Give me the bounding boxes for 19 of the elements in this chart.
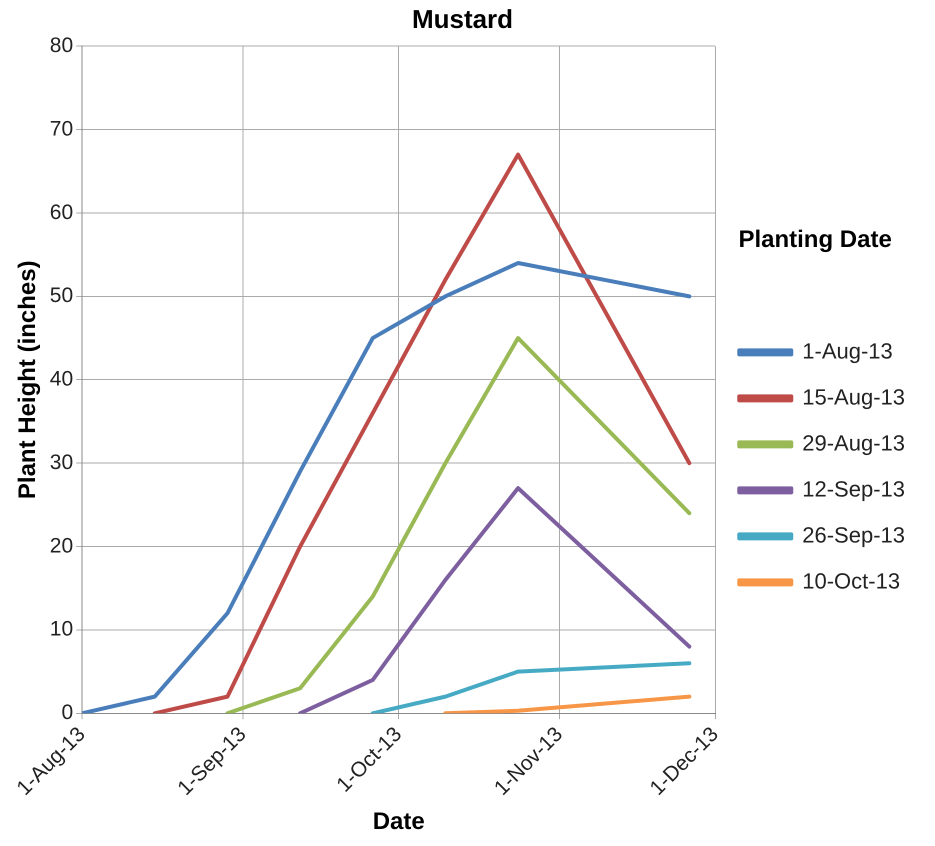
legend-label: 29-Aug-13 xyxy=(802,430,906,456)
y-tick-label: 70 xyxy=(50,117,74,140)
legend-title: Planting Date xyxy=(738,226,892,254)
x-axis-title: Date xyxy=(372,808,425,836)
y-tick-label: 40 xyxy=(50,368,74,391)
y-tick-label: 50 xyxy=(50,284,74,308)
chart-title: Mustard xyxy=(412,4,514,34)
y-tick-label: 10 xyxy=(50,618,74,641)
y-tick-label: 60 xyxy=(50,200,74,224)
y-tick-label: 0 xyxy=(61,701,74,724)
legend-label: 12-Sep-13 xyxy=(802,476,906,502)
y-tick-label: 30 xyxy=(50,450,74,474)
y-tick-label: 20 xyxy=(50,534,74,558)
y-axis-title: Plant Height (inches) xyxy=(14,260,42,500)
legend-label: 1-Aug-13 xyxy=(802,338,893,364)
legend-label: 15-Aug-13 xyxy=(802,384,906,410)
y-tick-label: 80 xyxy=(50,34,74,57)
legend-label: 26-Sep-13 xyxy=(802,522,906,548)
legend-label: 10-Oct-13 xyxy=(802,568,900,594)
